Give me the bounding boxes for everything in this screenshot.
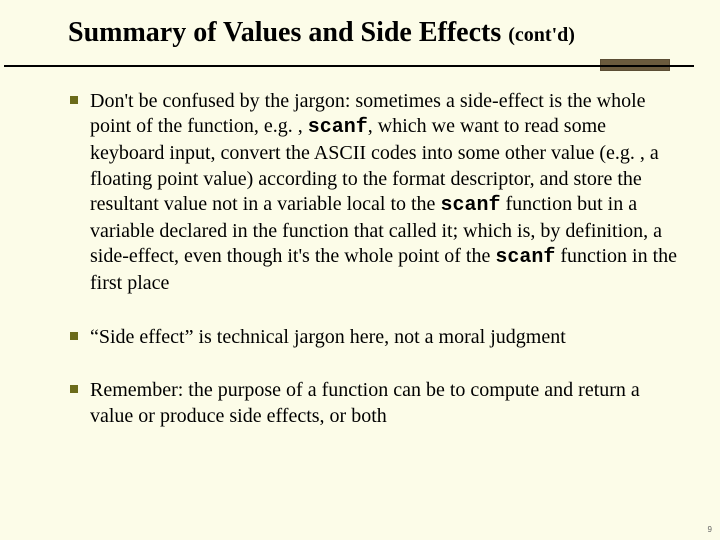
title-rule [0, 59, 720, 79]
bullet-item: Don't be confused by the jargon: sometim… [70, 89, 680, 297]
title-block: Summary of Values and Side Effects (cont… [0, 0, 720, 53]
bullet-1-code3: scanf [495, 246, 555, 269]
bullet-1-code2: scanf [440, 194, 500, 217]
bullet-item: Remember: the purpose of a function can … [70, 378, 680, 429]
bullet-item: “Side effect” is technical jargon here, … [70, 325, 680, 351]
bullet-text: “Side effect” is technical jargon here, … [90, 325, 566, 351]
bullet-1-code1: scanf [308, 116, 368, 139]
bullet-3-text: Remember: the purpose of a function can … [90, 379, 640, 427]
bullet-2-text: “Side effect” is technical jargon here, … [90, 326, 566, 348]
bullet-marker-icon [70, 325, 90, 351]
bullet-text: Don't be confused by the jargon: sometim… [90, 89, 680, 297]
bullet-marker-icon [70, 89, 90, 297]
content-area: Don't be confused by the jargon: sometim… [0, 79, 720, 430]
bullet-marker-icon [70, 378, 90, 429]
title-main: Summary of Values and Side Effects [68, 17, 501, 48]
page-number: 9 [708, 525, 712, 534]
slide-title: Summary of Values and Side Effects (cont… [68, 18, 690, 49]
rule-line [4, 65, 694, 67]
bullet-text: Remember: the purpose of a function can … [90, 378, 680, 429]
title-contd: (cont'd) [508, 24, 575, 46]
